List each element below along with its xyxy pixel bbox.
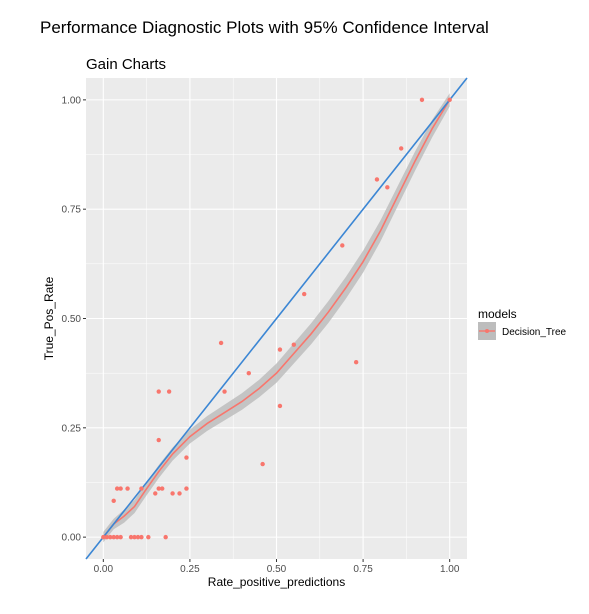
confidence-ribbon-group [103,93,450,543]
data-point [246,370,251,376]
data-point [135,534,141,540]
data-point [340,243,345,248]
data-point [132,534,137,540]
data-point [111,498,116,504]
data-point [139,486,144,491]
main-title: Performance Diagnostic Plots with 95% Co… [40,18,489,37]
data-point [277,403,283,409]
x-tick-label: 0.50 [267,564,287,575]
data-point [447,97,452,103]
data-point [139,534,144,540]
y-tick-label: 0.50 [62,314,82,325]
data-point [104,534,109,540]
data-point [153,491,158,496]
x-axis-title: Rate_positive_predictions [208,575,345,589]
x-tick-label: 0.25 [180,564,200,575]
data-point [260,461,265,467]
data-point [218,340,224,346]
x-tick-label: 1.00 [440,564,460,575]
reference-line-group [85,77,468,560]
data-point [353,360,359,365]
data-point [156,389,161,394]
data-point [128,534,134,540]
chart-subtitle: Gain Charts [86,56,167,73]
data-point [302,291,307,297]
data-point [114,534,120,540]
data-points [101,97,452,540]
data-point [374,177,380,182]
data-point [170,491,175,496]
data-point [114,486,120,491]
data-point [398,146,404,151]
legend-label-decision-tree: Decision_Tree [502,327,567,338]
confidence-ribbon [103,93,450,543]
y-tick-label: 0.75 [62,205,82,216]
data-point [156,486,161,491]
x-tick-label: 0.00 [94,564,114,575]
x-axis: 0.00 0.25 0.50 0.75 1.00 [94,559,460,575]
reference-line [85,77,468,560]
y-axis: 0.00 0.25 0.50 0.75 1.00 [62,95,86,544]
legend: models Decision_Tree [478,307,567,340]
data-point [160,486,165,491]
y-tick-label: 0.25 [62,423,82,434]
y-axis-title: True_Pos_Rate [42,276,56,360]
y-tick-label: 0.00 [62,533,82,544]
data-point [101,534,106,540]
data-point [419,97,425,103]
legend-title: models [478,307,517,321]
data-point [146,534,151,540]
data-point [118,534,123,540]
smooth-line [102,99,451,538]
data-point [222,389,227,394]
smooth-line-group [102,99,451,538]
data-point [291,342,297,347]
data-point [111,534,116,540]
data-point [156,437,161,443]
y-tick-label: 1.00 [62,95,82,106]
legend-key-point [485,329,489,333]
data-point [385,185,390,190]
data-point [184,486,189,491]
data-point [125,486,130,491]
data-point [184,455,189,460]
data-point [118,486,123,491]
data-point [108,534,113,540]
data-point [177,491,182,496]
data-point [166,389,172,394]
data-point [277,347,283,352]
data-point [163,534,168,540]
x-tick-label: 0.75 [353,564,373,575]
